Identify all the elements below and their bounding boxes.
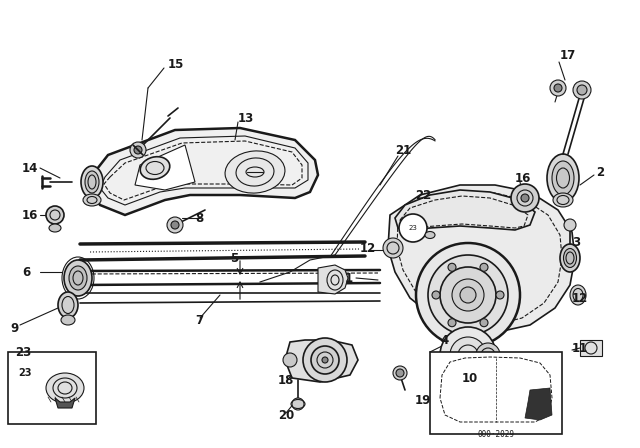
Text: 9: 9: [10, 322, 19, 335]
Ellipse shape: [552, 161, 574, 195]
Polygon shape: [88, 128, 318, 215]
Bar: [8, 352, 96, 424]
Circle shape: [440, 267, 496, 323]
Ellipse shape: [563, 249, 577, 267]
Circle shape: [452, 279, 484, 311]
Circle shape: [564, 219, 576, 231]
Text: 1: 1: [345, 271, 353, 284]
Circle shape: [292, 398, 304, 410]
Ellipse shape: [83, 194, 101, 206]
Text: 12: 12: [360, 241, 376, 254]
Ellipse shape: [570, 285, 586, 305]
Text: 19: 19: [415, 393, 431, 406]
Polygon shape: [395, 190, 535, 230]
Circle shape: [521, 194, 529, 202]
Circle shape: [483, 386, 493, 396]
Text: 18: 18: [278, 374, 294, 387]
Polygon shape: [135, 145, 195, 190]
Circle shape: [303, 338, 347, 382]
Polygon shape: [285, 340, 358, 382]
Circle shape: [511, 184, 539, 212]
Polygon shape: [525, 388, 552, 420]
Circle shape: [383, 238, 403, 258]
Circle shape: [496, 291, 504, 299]
Circle shape: [448, 319, 456, 327]
Text: 23: 23: [408, 225, 417, 231]
Polygon shape: [55, 398, 75, 408]
Text: 8: 8: [195, 211, 204, 224]
Circle shape: [577, 85, 587, 95]
Circle shape: [432, 291, 440, 299]
Circle shape: [554, 84, 562, 92]
Circle shape: [416, 243, 520, 347]
Ellipse shape: [58, 292, 78, 318]
Polygon shape: [318, 265, 348, 294]
Text: 23: 23: [18, 368, 31, 378]
Circle shape: [573, 81, 591, 99]
Circle shape: [396, 369, 404, 377]
Circle shape: [450, 337, 486, 373]
Text: 7: 7: [195, 314, 203, 327]
Ellipse shape: [547, 154, 579, 202]
Polygon shape: [388, 185, 575, 332]
Bar: [580, 340, 602, 356]
Circle shape: [448, 263, 456, 271]
Circle shape: [460, 287, 476, 303]
Circle shape: [167, 217, 183, 233]
Circle shape: [480, 263, 488, 271]
Text: 21: 21: [395, 143, 412, 156]
Circle shape: [476, 343, 500, 367]
Text: 15: 15: [168, 57, 184, 70]
Text: 16: 16: [22, 208, 38, 221]
Bar: [430, 352, 562, 434]
Text: 20: 20: [278, 409, 294, 422]
Text: 14: 14: [22, 161, 38, 175]
Ellipse shape: [46, 206, 64, 224]
Text: 5: 5: [230, 251, 238, 264]
Circle shape: [171, 221, 179, 229]
Circle shape: [440, 327, 496, 383]
Circle shape: [399, 214, 427, 242]
Circle shape: [311, 346, 339, 374]
Ellipse shape: [560, 244, 580, 272]
Ellipse shape: [140, 157, 170, 179]
Ellipse shape: [46, 373, 84, 403]
Ellipse shape: [61, 315, 75, 325]
Text: 17: 17: [560, 48, 576, 61]
Ellipse shape: [225, 151, 285, 193]
Text: 000·2029: 000·2029: [477, 430, 515, 439]
Ellipse shape: [49, 224, 61, 232]
Circle shape: [428, 255, 508, 335]
Ellipse shape: [69, 266, 87, 290]
Ellipse shape: [85, 171, 99, 193]
Ellipse shape: [81, 166, 103, 198]
Text: 10: 10: [462, 371, 478, 384]
Text: 22: 22: [415, 189, 431, 202]
Circle shape: [393, 366, 407, 380]
Ellipse shape: [425, 232, 435, 238]
Text: 4: 4: [440, 333, 448, 346]
Text: 23: 23: [15, 345, 31, 358]
Text: 11: 11: [572, 341, 588, 354]
Text: 12: 12: [572, 292, 588, 305]
Circle shape: [480, 319, 488, 327]
Text: 16: 16: [515, 172, 531, 185]
Circle shape: [550, 80, 566, 96]
Circle shape: [130, 142, 146, 158]
Circle shape: [322, 357, 328, 363]
Circle shape: [134, 146, 142, 154]
Text: 13: 13: [238, 112, 254, 125]
Text: 6: 6: [22, 266, 30, 279]
Text: 3: 3: [572, 236, 580, 249]
Text: 2: 2: [596, 165, 604, 178]
Circle shape: [283, 353, 297, 367]
Ellipse shape: [553, 193, 573, 207]
Ellipse shape: [64, 260, 92, 296]
